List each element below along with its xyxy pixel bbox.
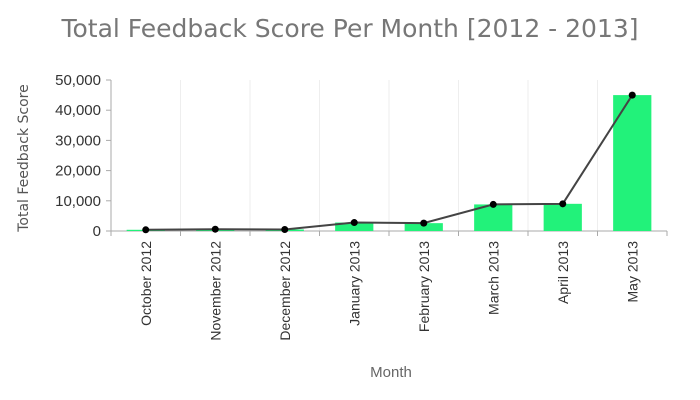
chart-title: Total Feedback Score Per Month [2012 - 2… bbox=[61, 14, 639, 43]
y-tick-label: 40,000 bbox=[55, 102, 101, 119]
bar bbox=[543, 203, 582, 231]
y-tick-label: 10,000 bbox=[55, 193, 101, 210]
series-line bbox=[145, 94, 634, 231]
x-tick-label: May 2013 bbox=[624, 241, 640, 303]
x-tick-label: April 2013 bbox=[555, 241, 571, 304]
x-tick-label: November 2012 bbox=[207, 241, 223, 341]
data-point bbox=[142, 226, 150, 234]
data-point bbox=[559, 200, 567, 208]
x-axis-label: Month bbox=[370, 364, 412, 381]
x-tick-label: December 2012 bbox=[277, 241, 293, 341]
data-point bbox=[628, 91, 636, 99]
data-point bbox=[420, 219, 428, 227]
x-tick-label: October 2012 bbox=[138, 241, 154, 326]
bar bbox=[335, 222, 374, 231]
data-point bbox=[211, 225, 219, 233]
x-tick-label: March 2013 bbox=[485, 241, 501, 315]
bar bbox=[613, 95, 652, 231]
y-tick-label: 50,000 bbox=[55, 72, 101, 89]
data-point bbox=[489, 200, 497, 208]
x-tick-label: January 2013 bbox=[346, 241, 362, 326]
x-tick-label: February 2013 bbox=[416, 241, 432, 332]
data-point bbox=[281, 225, 289, 233]
bar bbox=[404, 223, 443, 231]
y-tick-label: 20,000 bbox=[55, 163, 101, 180]
y-tick-label: 0 bbox=[93, 223, 101, 240]
y-tick-label: 30,000 bbox=[55, 132, 101, 149]
data-point bbox=[350, 219, 358, 227]
